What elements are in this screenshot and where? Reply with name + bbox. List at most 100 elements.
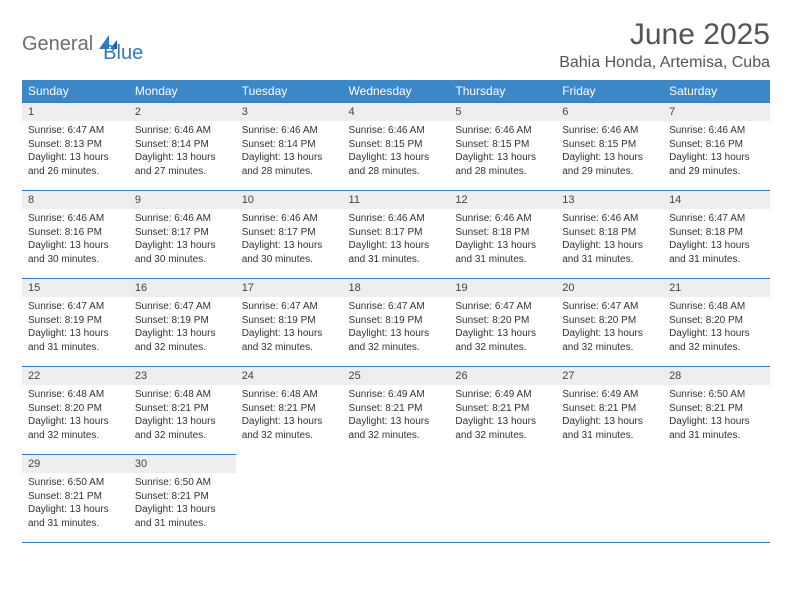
sunset-text: Sunset: 8:20 PM — [455, 314, 550, 328]
sunset-text: Sunset: 8:16 PM — [28, 226, 123, 240]
calendar-cell: 16Sunrise: 6:47 AMSunset: 8:19 PMDayligh… — [129, 279, 236, 367]
sunset-text: Sunset: 8:19 PM — [242, 314, 337, 328]
day-body: Sunrise: 6:46 AMSunset: 8:14 PMDaylight:… — [129, 121, 236, 184]
day-body: Sunrise: 6:48 AMSunset: 8:20 PMDaylight:… — [663, 297, 770, 360]
day-body: Sunrise: 6:50 AMSunset: 8:21 PMDaylight:… — [663, 385, 770, 448]
day-body: Sunrise: 6:47 AMSunset: 8:19 PMDaylight:… — [343, 297, 450, 360]
sunset-text: Sunset: 8:18 PM — [562, 226, 657, 240]
day-body: Sunrise: 6:49 AMSunset: 8:21 PMDaylight:… — [449, 385, 556, 448]
daylight-text: Daylight: 13 hours and 32 minutes. — [669, 327, 764, 354]
calendar-cell: 1Sunrise: 6:47 AMSunset: 8:13 PMDaylight… — [22, 103, 129, 191]
calendar-row: 15Sunrise: 6:47 AMSunset: 8:19 PMDayligh… — [22, 279, 770, 367]
calendar-cell: 14Sunrise: 6:47 AMSunset: 8:18 PMDayligh… — [663, 191, 770, 279]
day-number: 6 — [556, 103, 663, 121]
day-body: Sunrise: 6:47 AMSunset: 8:19 PMDaylight:… — [236, 297, 343, 360]
daylight-text: Daylight: 13 hours and 31 minutes. — [135, 503, 230, 530]
day-body: Sunrise: 6:46 AMSunset: 8:15 PMDaylight:… — [449, 121, 556, 184]
sunrise-text: Sunrise: 6:50 AM — [135, 476, 230, 490]
sunset-text: Sunset: 8:15 PM — [349, 138, 444, 152]
calendar-cell — [556, 455, 663, 543]
sunrise-text: Sunrise: 6:47 AM — [562, 300, 657, 314]
day-body: Sunrise: 6:46 AMSunset: 8:14 PMDaylight:… — [236, 121, 343, 184]
day-number: 10 — [236, 191, 343, 209]
sunset-text: Sunset: 8:18 PM — [455, 226, 550, 240]
day-number: 24 — [236, 367, 343, 385]
day-body: Sunrise: 6:46 AMSunset: 8:17 PMDaylight:… — [236, 209, 343, 272]
sunrise-text: Sunrise: 6:48 AM — [242, 388, 337, 402]
sunrise-text: Sunrise: 6:46 AM — [28, 212, 123, 226]
day-number: 5 — [449, 103, 556, 121]
day-number: 9 — [129, 191, 236, 209]
calendar-row: 22Sunrise: 6:48 AMSunset: 8:20 PMDayligh… — [22, 367, 770, 455]
daylight-text: Daylight: 13 hours and 30 minutes. — [28, 239, 123, 266]
sunrise-text: Sunrise: 6:46 AM — [135, 212, 230, 226]
daylight-text: Daylight: 13 hours and 32 minutes. — [349, 415, 444, 442]
calendar-cell: 23Sunrise: 6:48 AMSunset: 8:21 PMDayligh… — [129, 367, 236, 455]
day-number: 18 — [343, 279, 450, 297]
sunrise-text: Sunrise: 6:49 AM — [455, 388, 550, 402]
weekday-header: Wednesday — [343, 80, 450, 103]
day-number: 19 — [449, 279, 556, 297]
sunrise-text: Sunrise: 6:46 AM — [562, 212, 657, 226]
sunset-text: Sunset: 8:21 PM — [455, 402, 550, 416]
sunrise-text: Sunrise: 6:48 AM — [135, 388, 230, 402]
day-number: 30 — [129, 455, 236, 473]
day-number: 16 — [129, 279, 236, 297]
daylight-text: Daylight: 13 hours and 29 minutes. — [562, 151, 657, 178]
sunrise-text: Sunrise: 6:46 AM — [349, 212, 444, 226]
sunset-text: Sunset: 8:21 PM — [669, 402, 764, 416]
sunset-text: Sunset: 8:21 PM — [562, 402, 657, 416]
calendar-cell: 27Sunrise: 6:49 AMSunset: 8:21 PMDayligh… — [556, 367, 663, 455]
day-body: Sunrise: 6:48 AMSunset: 8:20 PMDaylight:… — [22, 385, 129, 448]
day-body: Sunrise: 6:47 AMSunset: 8:20 PMDaylight:… — [449, 297, 556, 360]
daylight-text: Daylight: 13 hours and 32 minutes. — [242, 327, 337, 354]
calendar-row: 1Sunrise: 6:47 AMSunset: 8:13 PMDaylight… — [22, 103, 770, 191]
calendar-cell: 29Sunrise: 6:50 AMSunset: 8:21 PMDayligh… — [22, 455, 129, 543]
sunrise-text: Sunrise: 6:46 AM — [242, 124, 337, 138]
day-body: Sunrise: 6:46 AMSunset: 8:18 PMDaylight:… — [449, 209, 556, 272]
calendar-cell: 12Sunrise: 6:46 AMSunset: 8:18 PMDayligh… — [449, 191, 556, 279]
sunset-text: Sunset: 8:14 PM — [135, 138, 230, 152]
calendar-cell: 25Sunrise: 6:49 AMSunset: 8:21 PMDayligh… — [343, 367, 450, 455]
sunset-text: Sunset: 8:18 PM — [669, 226, 764, 240]
daylight-text: Daylight: 13 hours and 30 minutes. — [135, 239, 230, 266]
weekday-header: Saturday — [663, 80, 770, 103]
daylight-text: Daylight: 13 hours and 32 minutes. — [562, 327, 657, 354]
day-body: Sunrise: 6:46 AMSunset: 8:16 PMDaylight:… — [22, 209, 129, 272]
daylight-text: Daylight: 13 hours and 31 minutes. — [28, 503, 123, 530]
day-number: 15 — [22, 279, 129, 297]
sunset-text: Sunset: 8:20 PM — [562, 314, 657, 328]
daylight-text: Daylight: 13 hours and 32 minutes. — [135, 327, 230, 354]
day-number: 3 — [236, 103, 343, 121]
calendar-cell — [343, 455, 450, 543]
sunset-text: Sunset: 8:19 PM — [135, 314, 230, 328]
sunrise-text: Sunrise: 6:46 AM — [455, 212, 550, 226]
day-number: 1 — [22, 103, 129, 121]
daylight-text: Daylight: 13 hours and 31 minutes. — [455, 239, 550, 266]
day-number: 8 — [22, 191, 129, 209]
sunrise-text: Sunrise: 6:50 AM — [669, 388, 764, 402]
day-number: 20 — [556, 279, 663, 297]
day-body: Sunrise: 6:47 AMSunset: 8:20 PMDaylight:… — [556, 297, 663, 360]
day-body: Sunrise: 6:49 AMSunset: 8:21 PMDaylight:… — [556, 385, 663, 448]
calendar-cell: 21Sunrise: 6:48 AMSunset: 8:20 PMDayligh… — [663, 279, 770, 367]
sunset-text: Sunset: 8:21 PM — [242, 402, 337, 416]
daylight-text: Daylight: 13 hours and 32 minutes. — [455, 415, 550, 442]
day-body: Sunrise: 6:47 AMSunset: 8:19 PMDaylight:… — [22, 297, 129, 360]
day-body: Sunrise: 6:49 AMSunset: 8:21 PMDaylight:… — [343, 385, 450, 448]
sunset-text: Sunset: 8:20 PM — [669, 314, 764, 328]
sunset-text: Sunset: 8:21 PM — [349, 402, 444, 416]
sunset-text: Sunset: 8:14 PM — [242, 138, 337, 152]
brand-logo: General Blue — [22, 18, 143, 65]
day-body: Sunrise: 6:46 AMSunset: 8:15 PMDaylight:… — [556, 121, 663, 184]
calendar-cell: 3Sunrise: 6:46 AMSunset: 8:14 PMDaylight… — [236, 103, 343, 191]
calendar-cell: 24Sunrise: 6:48 AMSunset: 8:21 PMDayligh… — [236, 367, 343, 455]
daylight-text: Daylight: 13 hours and 32 minutes. — [135, 415, 230, 442]
day-number: 2 — [129, 103, 236, 121]
daylight-text: Daylight: 13 hours and 28 minutes. — [349, 151, 444, 178]
daylight-text: Daylight: 13 hours and 28 minutes. — [242, 151, 337, 178]
calendar-cell: 10Sunrise: 6:46 AMSunset: 8:17 PMDayligh… — [236, 191, 343, 279]
sunrise-text: Sunrise: 6:47 AM — [242, 300, 337, 314]
title-block: June 2025 Bahia Honda, Artemisa, Cuba — [559, 18, 770, 72]
day-body: Sunrise: 6:47 AMSunset: 8:18 PMDaylight:… — [663, 209, 770, 272]
